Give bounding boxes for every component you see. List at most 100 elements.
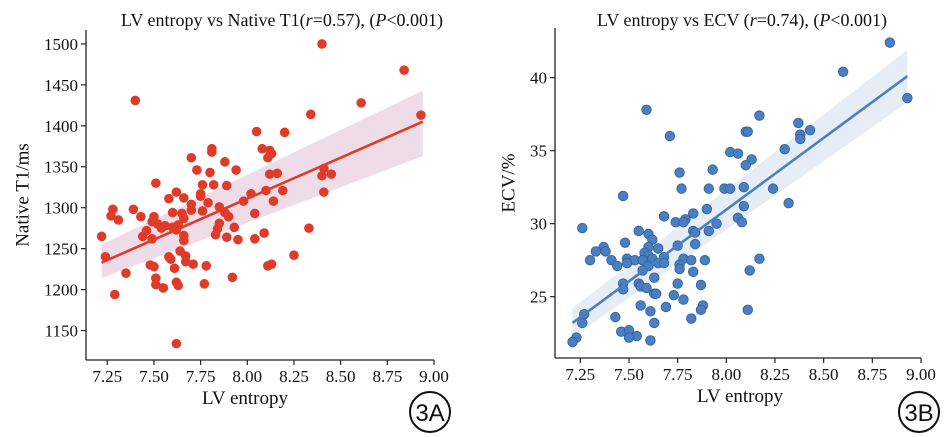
data-point bbox=[289, 250, 299, 260]
data-point bbox=[137, 231, 148, 242]
data-point bbox=[610, 311, 621, 323]
data-point bbox=[742, 126, 753, 137]
data-point bbox=[641, 104, 652, 115]
data-point bbox=[268, 196, 279, 206]
data-point bbox=[652, 243, 664, 254]
data-point bbox=[660, 301, 672, 313]
data-point bbox=[151, 178, 161, 188]
data-point bbox=[263, 152, 273, 163]
data-point bbox=[229, 222, 240, 233]
chart-panel-3A: 7.25 7.50 7.75 8.00 8.25 8.50 8.75 9.00 1150 1200… bbox=[13, 10, 451, 433]
regression-line bbox=[571, 75, 909, 325]
data-point bbox=[326, 169, 337, 179]
chart-title-segment: LV entropy vs Native T1( bbox=[121, 10, 306, 31]
x-axis-label: LV entropy bbox=[202, 388, 289, 409]
data-point bbox=[567, 336, 578, 348]
data-point bbox=[96, 231, 107, 242]
data-point bbox=[203, 197, 213, 208]
x-tick-label: 7.25 bbox=[92, 367, 122, 386]
chart-title: LV entropy vs Native T1(r=0.57), (P<0.00… bbox=[121, 10, 443, 31]
data-point bbox=[249, 208, 260, 219]
data-point bbox=[635, 300, 646, 311]
data-point bbox=[645, 335, 656, 346]
data-point bbox=[779, 143, 790, 155]
chart-title-segment: P bbox=[818, 10, 830, 30]
data-point bbox=[633, 225, 644, 237]
data-point bbox=[186, 152, 197, 163]
data-point bbox=[169, 263, 180, 274]
data-point bbox=[703, 183, 714, 194]
data-point bbox=[279, 127, 290, 138]
data-point bbox=[109, 289, 120, 300]
x-tick-label: 7.75 bbox=[186, 367, 216, 386]
data-point bbox=[263, 261, 273, 271]
data-point bbox=[259, 228, 269, 238]
data-point bbox=[197, 206, 208, 216]
data-point bbox=[754, 253, 765, 264]
data-point bbox=[179, 235, 189, 246]
data-point bbox=[701, 203, 713, 215]
chart-title-segment: r bbox=[750, 10, 758, 30]
data-point bbox=[249, 234, 260, 244]
y-tick-label: 35 bbox=[530, 142, 547, 161]
data-point bbox=[703, 225, 714, 237]
data-point bbox=[136, 211, 146, 222]
data-point bbox=[795, 133, 806, 145]
data-point bbox=[106, 211, 116, 221]
data-point bbox=[742, 304, 753, 316]
data-point bbox=[195, 191, 206, 202]
data-point bbox=[319, 187, 329, 197]
data-point bbox=[113, 215, 124, 225]
data-point bbox=[695, 279, 707, 291]
x-tick-label: 7.50 bbox=[614, 365, 644, 384]
data-point bbox=[192, 165, 202, 175]
x-tick-label: 8.50 bbox=[326, 367, 356, 386]
data-point bbox=[171, 338, 182, 349]
data-point bbox=[783, 198, 794, 209]
data-point bbox=[317, 39, 327, 49]
chart-title-segment: r bbox=[306, 10, 314, 30]
data-point bbox=[223, 211, 234, 222]
y-tick-label: 1400 bbox=[44, 117, 78, 136]
data-point bbox=[738, 200, 750, 212]
data-point bbox=[740, 160, 751, 171]
y-tick-label: 1200 bbox=[44, 281, 78, 300]
data-point bbox=[590, 246, 602, 257]
regression-line bbox=[101, 120, 424, 264]
data-point bbox=[884, 37, 896, 48]
data-point bbox=[277, 185, 288, 196]
data-point bbox=[272, 168, 282, 179]
panel-badge-circle bbox=[898, 391, 940, 433]
data-point bbox=[658, 211, 670, 222]
data-point bbox=[221, 232, 232, 242]
data-point bbox=[577, 317, 588, 329]
data-point bbox=[837, 66, 849, 78]
data-point bbox=[699, 254, 711, 266]
data-point bbox=[612, 260, 623, 272]
data-point bbox=[227, 272, 238, 283]
data-point bbox=[658, 257, 670, 269]
y-tick-label: 1450 bbox=[44, 76, 78, 95]
data-point bbox=[738, 181, 750, 193]
data-point bbox=[674, 263, 685, 275]
data-point bbox=[207, 147, 217, 157]
data-point bbox=[210, 229, 221, 240]
data-point bbox=[804, 125, 816, 136]
data-point bbox=[649, 272, 660, 283]
data-point bbox=[231, 165, 241, 175]
data-point bbox=[732, 148, 744, 159]
data-point bbox=[257, 143, 268, 154]
x-tick-label: 8.50 bbox=[809, 365, 839, 384]
x-tick-label: 9.00 bbox=[419, 367, 449, 386]
data-point bbox=[197, 179, 208, 190]
data-point bbox=[651, 288, 662, 299]
data-point bbox=[678, 217, 689, 228]
data-point bbox=[617, 190, 629, 202]
data-point bbox=[664, 130, 676, 142]
x-tick-label: 8.25 bbox=[760, 365, 790, 384]
data-point bbox=[305, 109, 316, 120]
data-point bbox=[688, 208, 699, 219]
data-point bbox=[584, 254, 596, 266]
data-point bbox=[304, 223, 314, 233]
